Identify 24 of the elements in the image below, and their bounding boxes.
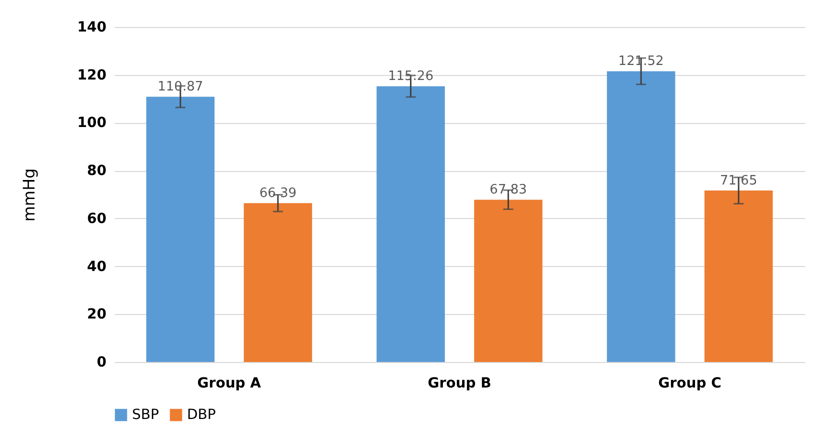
data-label: 67.83 bbox=[490, 182, 527, 198]
bar bbox=[376, 86, 445, 362]
data-label: 115.26 bbox=[388, 69, 434, 84]
x-tick-label: Group A bbox=[197, 376, 262, 392]
bar bbox=[244, 203, 312, 362]
y-tick-label: 60 bbox=[87, 210, 107, 227]
x-tick-label: Group B bbox=[428, 376, 492, 392]
bar bbox=[606, 71, 676, 362]
bar bbox=[704, 190, 773, 362]
y-tick-label: 80 bbox=[87, 163, 107, 180]
bar bbox=[474, 200, 542, 362]
bar bbox=[146, 96, 215, 362]
x-tick-label: Group C bbox=[658, 376, 722, 392]
y-tick-label: 20 bbox=[87, 306, 107, 323]
data-label: 66.39 bbox=[259, 186, 297, 202]
y-tick-label: 40 bbox=[87, 258, 107, 275]
data-label: 110.87 bbox=[158, 80, 204, 95]
legend-label: SBP bbox=[132, 407, 159, 423]
y-tick-label: 120 bbox=[77, 67, 107, 84]
legend-label: DBP bbox=[187, 407, 216, 423]
y-axis-title: mmHg bbox=[19, 168, 38, 222]
y-tick-label: 140 bbox=[77, 20, 107, 36]
y-tick-label: 100 bbox=[77, 115, 107, 132]
y-tick-label: 0 bbox=[96, 354, 107, 370]
